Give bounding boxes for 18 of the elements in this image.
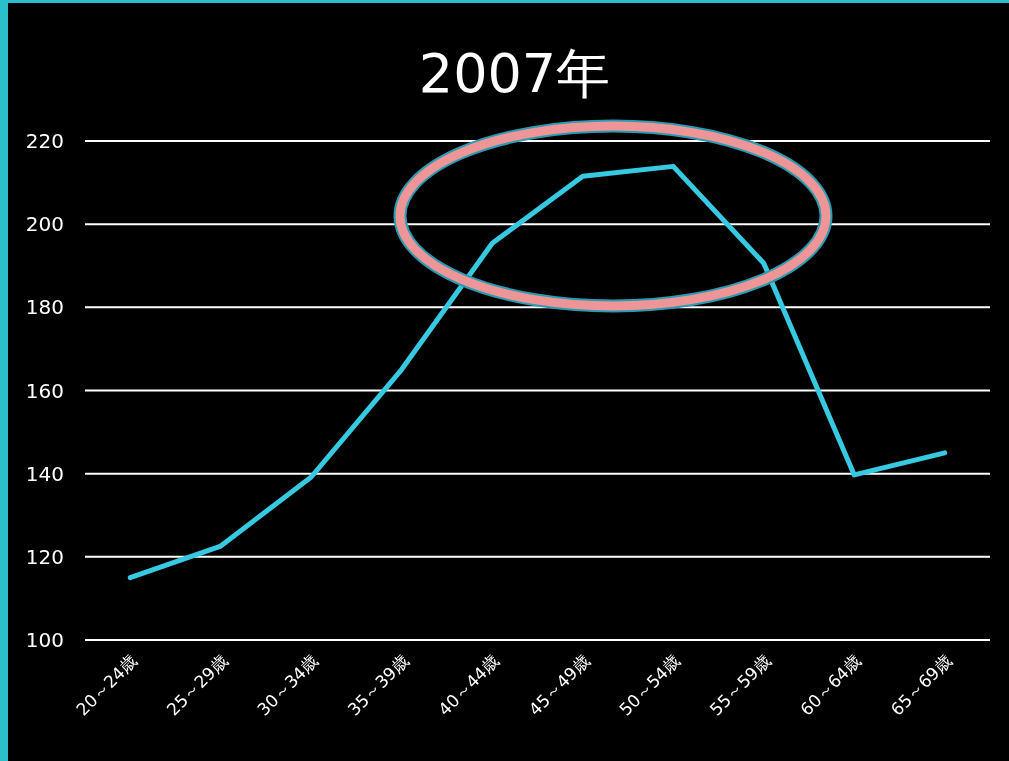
x-tick-label: 50～54歳	[615, 650, 685, 720]
y-tick-label: 120	[25, 544, 64, 569]
x-tick-label: 45～49歳	[524, 650, 594, 720]
x-tick-label: 25～29歳	[162, 650, 232, 720]
x-tick-label: 20～24歳	[72, 650, 142, 720]
x-tick-label: 55～59歳	[705, 650, 775, 720]
x-tick-label: 35～39歳	[343, 650, 413, 720]
y-tick-label: 180	[25, 295, 64, 320]
y-tick-label: 220	[25, 129, 64, 153]
x-tick-label: 60～64歳	[796, 650, 866, 720]
y-tick-label: 100	[25, 628, 64, 652]
y-tick-label: 200	[25, 212, 64, 237]
y-tick-label: 160	[25, 378, 64, 403]
y-tick-label: 140	[25, 461, 64, 486]
chart-title: 2007年	[418, 42, 611, 105]
x-tick-label: 30～34歳	[253, 650, 323, 720]
x-tick-label: 40～44歳	[434, 650, 504, 720]
x-tick-label: 65～69歳	[886, 650, 956, 720]
